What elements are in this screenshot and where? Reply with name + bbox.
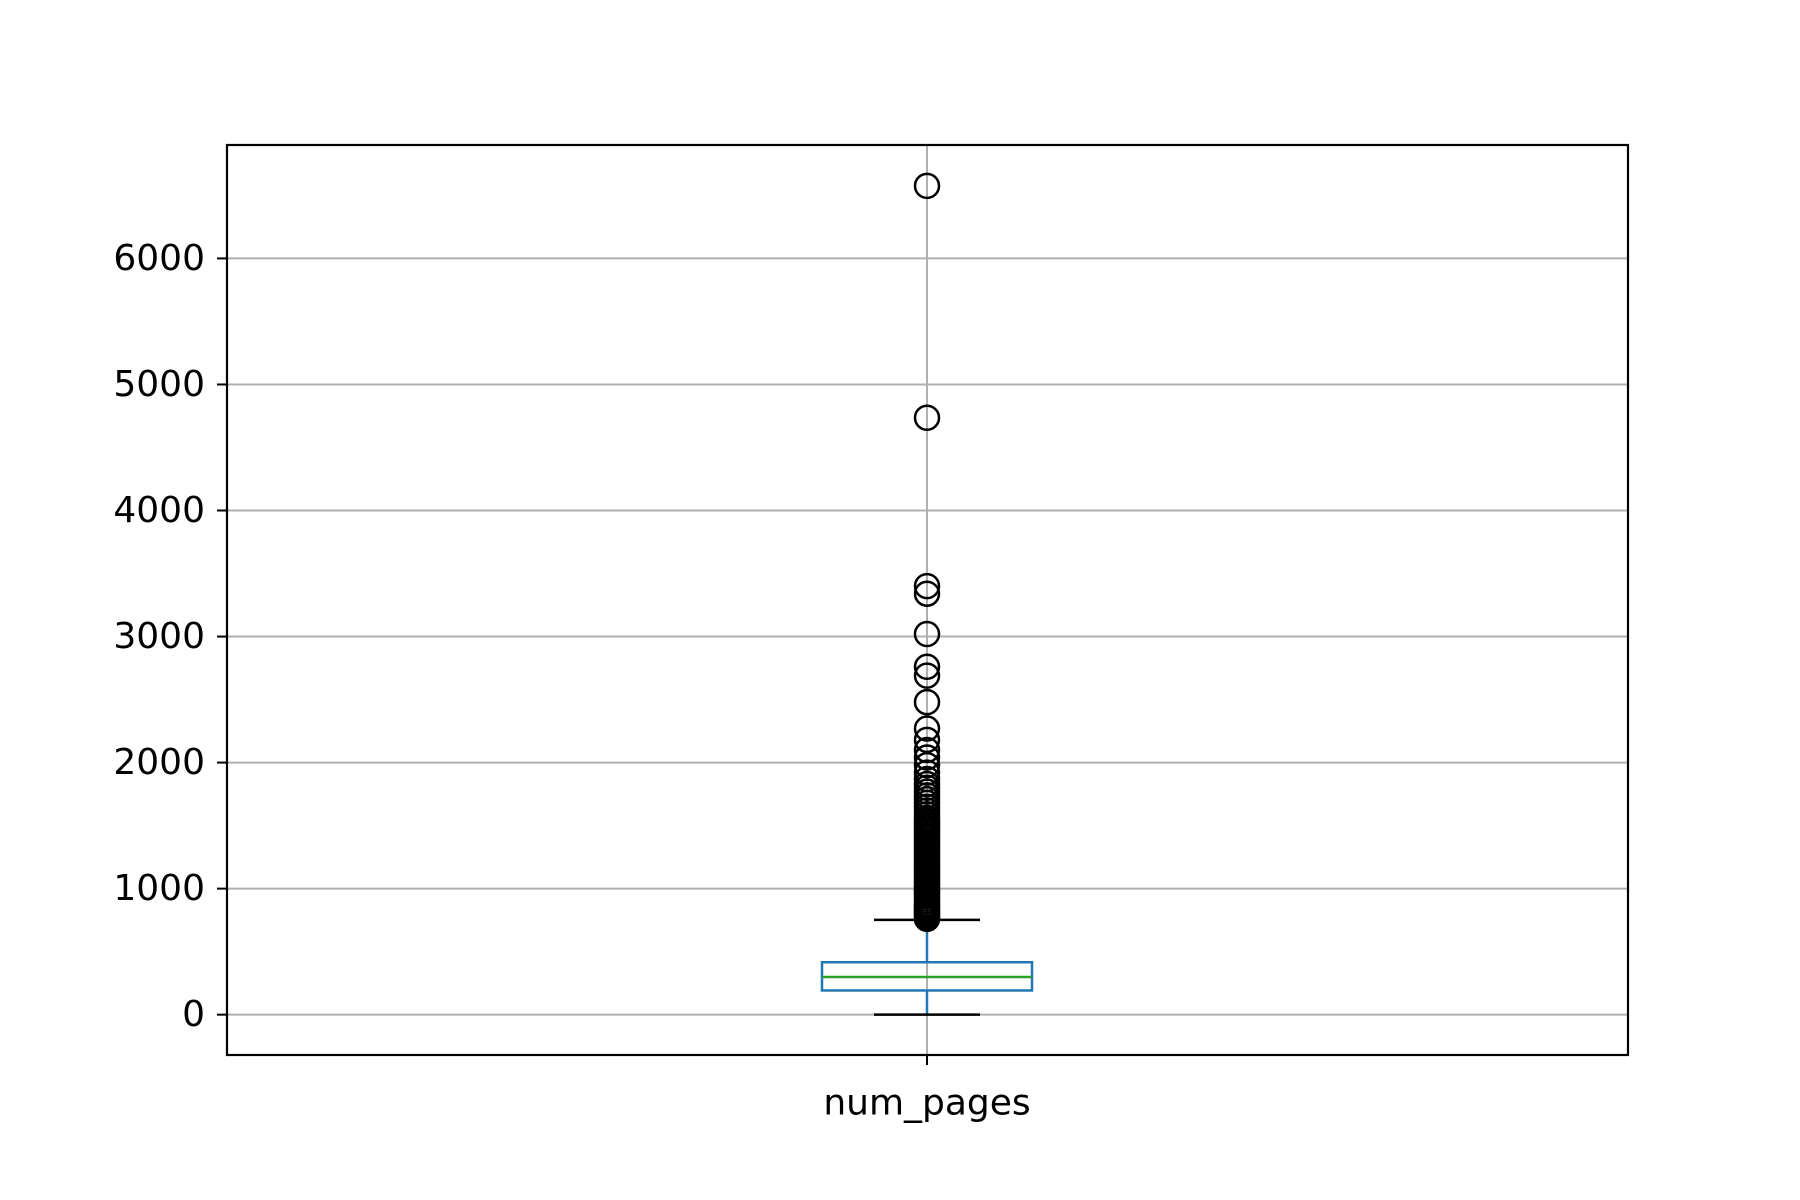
outlier-point [913, 744, 941, 771]
outlier-point [913, 736, 941, 764]
y-tick-label: 0 [182, 994, 205, 1035]
y-tick-label: 3000 [113, 616, 205, 657]
outlier-point [913, 404, 941, 431]
outlier-point [913, 759, 941, 786]
outlier-points [913, 172, 941, 933]
y-tick-label: 6000 [113, 238, 205, 279]
outlier-point [913, 715, 941, 742]
outlier-point [913, 572, 941, 600]
outlier-point [913, 172, 941, 200]
outlier-point [913, 580, 941, 607]
outlier-point [913, 765, 941, 793]
y-axis-ticks: 0 1000 2000 3000 4000 5000 6000 [113, 238, 227, 1035]
outlier-point [913, 726, 941, 754]
y-tick-label: 2000 [113, 742, 205, 783]
y-tick-label: 1000 [113, 868, 205, 909]
box-plot [820, 918, 1034, 1016]
x-axis-ticks: num_pages [823, 1055, 1031, 1124]
outlier-point [913, 662, 941, 689]
outlier-point [913, 653, 941, 681]
outlier-point [913, 688, 941, 716]
y-tick-label: 5000 [113, 364, 205, 405]
x-tick-label: num_pages [823, 1083, 1030, 1124]
outlier-point [913, 620, 941, 648]
y-tick-label: 4000 [113, 490, 205, 531]
